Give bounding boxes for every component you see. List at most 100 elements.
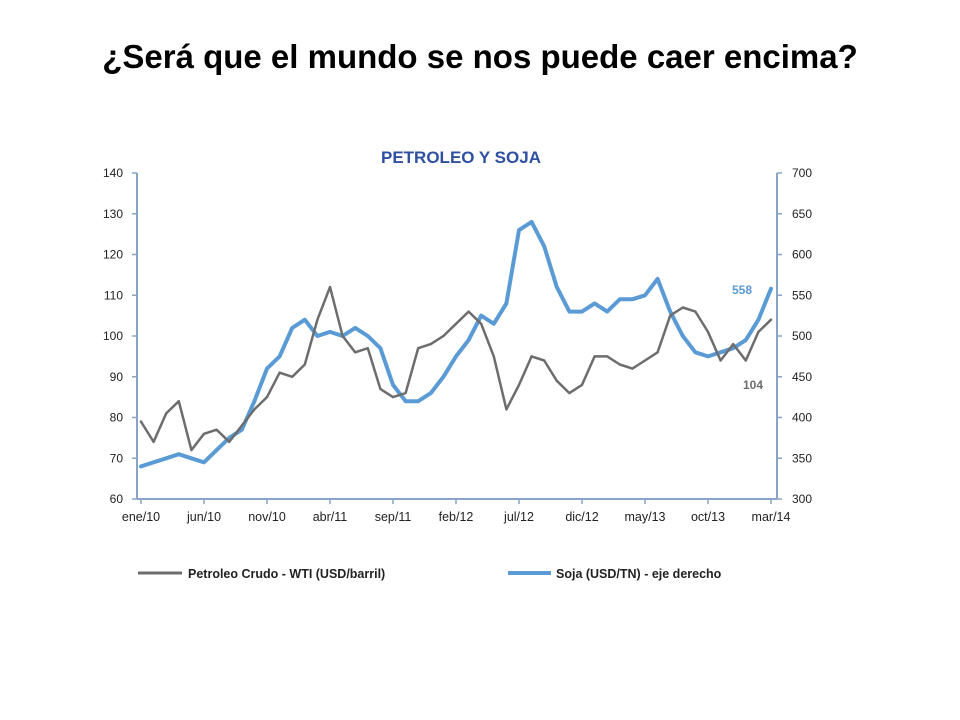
- soy-data-point: [429, 391, 433, 395]
- x-tick-label: dic/12: [565, 510, 598, 524]
- soy-data-point: [618, 297, 622, 301]
- soy-data-point: [315, 334, 319, 338]
- soy-data-point: [769, 287, 773, 291]
- soy-data-point: [542, 244, 546, 248]
- x-tick-label: sep/11: [375, 510, 412, 524]
- oil-data-point: [417, 347, 420, 350]
- soy-data-point: [164, 456, 168, 460]
- left-tick-label: 100: [103, 329, 123, 343]
- soy-data-point: [492, 322, 496, 326]
- left-tick-label: 60: [110, 492, 124, 506]
- oil-data-point: [543, 359, 546, 362]
- oil-data-point: [354, 351, 357, 354]
- oil-data-point: [316, 318, 319, 321]
- chart-axes: 60 70 80 90 100 110 120 130 140 300 350 400 450 500 55…: [103, 166, 812, 524]
- soy-data-point: [189, 456, 193, 460]
- oil-data-point: [328, 286, 332, 289]
- soy-data-point: [303, 318, 307, 322]
- oil-data-point: [555, 379, 558, 382]
- oil-data-point: [240, 424, 243, 427]
- soy-data-point: [693, 350, 698, 354]
- soy-data-point: [152, 460, 156, 464]
- soy-data-point: [605, 310, 609, 314]
- oil-data-point: [165, 412, 168, 415]
- x-tick-label: mar/14: [752, 510, 791, 524]
- oil-data-point: [681, 306, 684, 309]
- right-tick-label: 600: [792, 248, 812, 262]
- oil-data-point: [228, 440, 231, 443]
- soy-end-label: 558: [732, 283, 752, 297]
- right-tick-label: 700: [792, 166, 812, 180]
- right-tick-label: 400: [792, 411, 812, 425]
- oil-data-point: [291, 375, 294, 378]
- oil-data-point: [341, 334, 344, 338]
- oil-data-point: [530, 355, 533, 358]
- right-tick-label: 650: [792, 207, 812, 221]
- left-tick-label: 90: [110, 370, 124, 384]
- soy-data-point: [252, 399, 256, 403]
- chart-title: PETROLEO Y SOJA: [381, 148, 541, 167]
- oil-data-point: [656, 351, 659, 354]
- soy-data-point: [290, 326, 294, 330]
- oil-data-point: [719, 359, 722, 362]
- oil-data-point: [492, 355, 495, 358]
- oil-data-point: [669, 314, 672, 317]
- oil-data-point: [517, 383, 521, 386]
- oil-data-point: [366, 347, 369, 350]
- oil-series-line: [139, 285, 773, 452]
- left-tick-label: 80: [110, 411, 124, 425]
- soy-data-point: [215, 448, 219, 452]
- chart-series: [139, 219, 773, 469]
- soy-data-point: [668, 310, 672, 314]
- soy-data-point: [681, 334, 685, 338]
- oil-end-label: 104: [743, 378, 763, 392]
- oil-data-point: [139, 420, 143, 423]
- left-tick-label: 110: [104, 288, 123, 302]
- oil-data-point: [631, 367, 634, 370]
- chart-legend: Petroleo Crudo - WTI (USD/barril) Soja (U…: [138, 567, 722, 581]
- soy-data-point: [441, 375, 445, 379]
- x-tick-label: jun/10: [186, 510, 221, 524]
- chart-end-labels: 558 104: [732, 283, 763, 392]
- soy-data-point: [366, 334, 370, 338]
- soy-data-point: [391, 383, 395, 387]
- oil-data-point: [303, 363, 306, 366]
- oil-data-point: [732, 343, 735, 346]
- oil-data-point: [253, 408, 256, 411]
- x-tick-label: may/13: [625, 510, 666, 524]
- soy-data-point: [731, 346, 735, 350]
- soy-data-point: [202, 460, 206, 464]
- oil-data-point: [606, 355, 609, 358]
- soy-data-point: [567, 310, 572, 314]
- soy-data-point: [139, 464, 143, 468]
- oil-data-point: [568, 392, 571, 395]
- left-tick-label: 130: [103, 207, 123, 221]
- soy-data-point: [454, 354, 458, 358]
- soy-data-point: [265, 367, 269, 371]
- x-tick-label: nov/10: [248, 510, 286, 524]
- oil-data-point: [454, 322, 458, 325]
- oil-data-point: [190, 449, 193, 452]
- oil-data-point: [694, 310, 697, 313]
- oil-data-point: [278, 371, 281, 374]
- soy-data-point: [580, 310, 584, 314]
- soy-data-point: [227, 436, 231, 440]
- oil-data-point: [391, 396, 395, 399]
- oil-data-point: [480, 322, 483, 325]
- oil-data-point: [580, 383, 584, 386]
- soy-data-point: [756, 318, 761, 322]
- oil-data-point: [643, 359, 647, 362]
- oil-data-point: [404, 392, 407, 395]
- soy-data-point: [555, 285, 559, 289]
- soy-data-point: [504, 301, 508, 305]
- soy-data-point: [719, 350, 723, 354]
- oil-data-point: [769, 318, 773, 321]
- x-tick-label: abr/11: [313, 510, 348, 524]
- left-tick-label: 140: [103, 166, 123, 180]
- soy-series-line: [139, 219, 773, 469]
- oil-data-point: [442, 334, 445, 338]
- legend-label-oil: Petroleo Crudo - WTI (USD/barril): [188, 567, 385, 581]
- left-tick-label: 120: [103, 248, 123, 262]
- soy-data-point: [240, 428, 244, 432]
- soy-data-point: [378, 346, 382, 350]
